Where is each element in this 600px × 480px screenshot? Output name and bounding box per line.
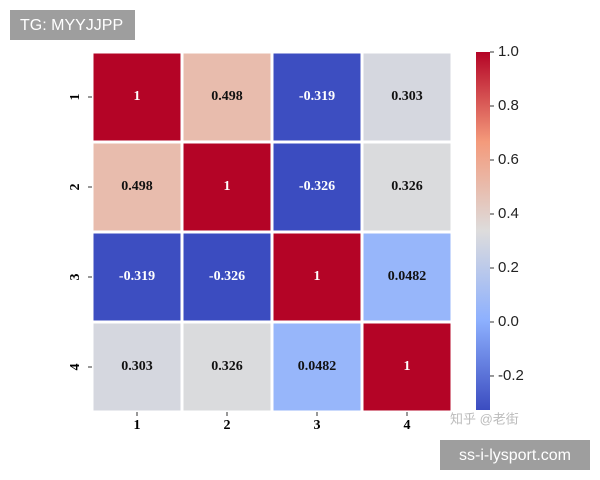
cell: [273, 53, 361, 141]
cell-label: 0.498: [121, 179, 153, 194]
y-tick-label: 4: [68, 364, 83, 371]
cell-label: 0.498: [211, 89, 243, 104]
cell: [273, 143, 361, 231]
cell-label: 0.326: [391, 179, 423, 194]
cell: [363, 143, 451, 231]
cell: [93, 143, 181, 231]
cell: [93, 53, 181, 141]
cell-label: -0.319: [299, 89, 335, 104]
cell: [273, 233, 361, 321]
colorbar-tick-label: 0.4: [498, 205, 519, 222]
cell: [183, 233, 271, 321]
cell-label: -0.319: [119, 269, 155, 284]
y-tick-label: 3: [68, 274, 83, 281]
cell-label: 0.303: [121, 359, 153, 374]
watermark-box: [10, 10, 135, 40]
cell: [183, 53, 271, 141]
cell: [93, 323, 181, 411]
colorbar-tick-label: 0.6: [498, 151, 519, 168]
cell-label: 0.0482: [388, 269, 427, 284]
colorbar-tick-label: 0.8: [498, 97, 519, 114]
cell-label: -0.326: [209, 269, 245, 284]
cell-label: 1: [224, 179, 231, 194]
cell: [183, 323, 271, 411]
colorbar-tick-label: -0.2: [498, 367, 524, 384]
cell-label: 1: [134, 89, 141, 104]
y-tick-label: 1: [68, 94, 83, 101]
x-tick-label: 1: [134, 418, 141, 433]
cell-label: 0.303: [391, 89, 423, 104]
watermark: ss-i-lysport.com: [459, 447, 571, 464]
watermark-box: [440, 440, 590, 470]
x-tick-label: 2: [224, 418, 231, 433]
cell: [273, 323, 361, 411]
colorbar-tick-label: 0.2: [498, 259, 519, 276]
y-tick-label: 2: [68, 184, 83, 191]
x-tick-label: 4: [404, 418, 411, 433]
cell-label: 1: [404, 359, 411, 374]
cell-label: 0.0482: [298, 359, 337, 374]
cell: [363, 53, 451, 141]
watermark: TG: MYYJJPP: [20, 17, 123, 34]
colorbar-tick-label: 1.0: [498, 43, 519, 60]
cell-label: 0.326: [211, 359, 243, 374]
colorbar-tick-label: 0.0: [498, 313, 519, 330]
cell: [363, 323, 451, 411]
cell: [363, 233, 451, 321]
cell-label: 1: [314, 269, 321, 284]
cell: [183, 143, 271, 231]
cell: [93, 233, 181, 321]
colorbar: [476, 52, 490, 410]
watermark: 知乎 @老街: [450, 411, 519, 426]
x-tick-label: 3: [314, 418, 321, 433]
cell-label: -0.326: [299, 179, 335, 194]
